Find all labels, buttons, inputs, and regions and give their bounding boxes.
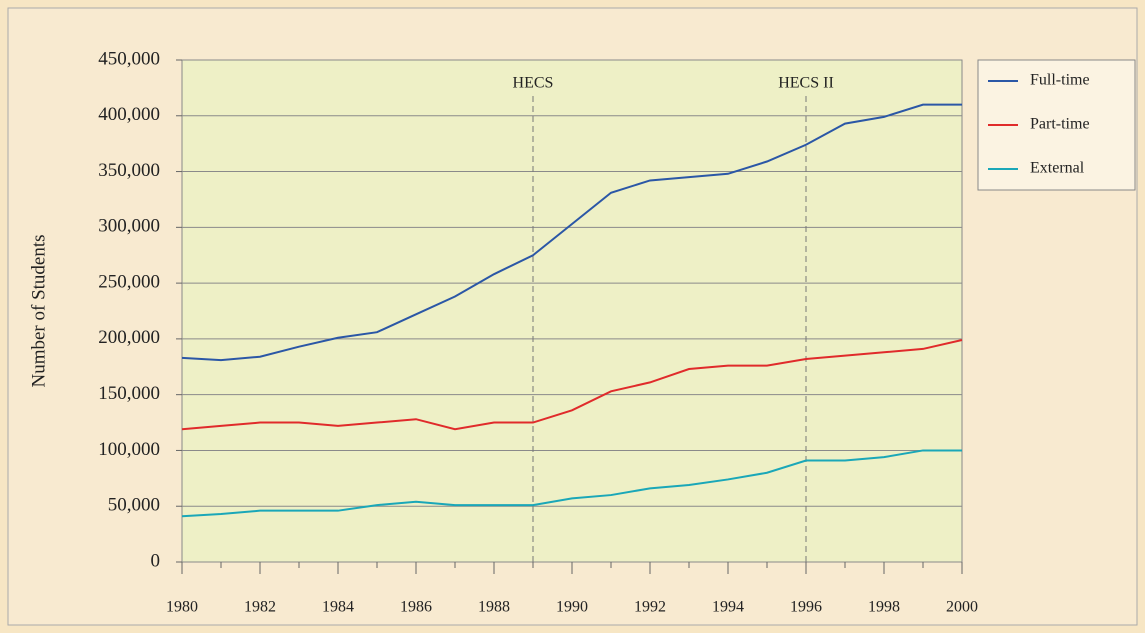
x-tick-label: 1994 [712,599,744,616]
legend-label: Full-time [1030,72,1090,89]
y-tick-label: 50,000 [108,495,160,516]
series-line [181,449,962,518]
x-tick-label: 1998 [868,599,900,616]
x-tick-label: 1992 [634,599,666,616]
series-line [181,103,962,362]
y-tick-label: 0 [151,550,161,571]
y-tick-label: 450,000 [98,48,160,69]
x-tick-label: 2000 [946,599,978,616]
x-tick-label: 1990 [556,599,588,616]
series-line [181,339,963,431]
y-tick-label: 400,000 [98,104,160,125]
x-tick-label: 1986 [400,599,432,616]
legend-label: External [1030,160,1085,177]
y-tick-label: 300,000 [98,216,160,237]
y-tick-label: 150,000 [98,383,160,404]
y-tick-label: 200,000 [98,327,160,348]
x-tick-label: 1980 [166,599,198,616]
y-axis-label: Number of Students [28,234,49,387]
x-tick-label: 1996 [790,599,822,616]
y-tick-label: 250,000 [98,271,160,292]
y-tick-label: 100,000 [98,439,160,460]
x-tick-label: 1988 [478,599,510,616]
plot-area [181,59,963,563]
annotation-label: HECS II [778,75,834,92]
annotation-label: HECS [513,75,554,92]
x-tick-label: 1984 [322,599,354,616]
legend-label: Part-time [1030,116,1090,133]
x-tick-label: 1982 [244,599,276,616]
y-tick-label: 350,000 [98,160,160,181]
